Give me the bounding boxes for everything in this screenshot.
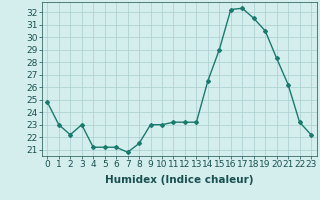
X-axis label: Humidex (Indice chaleur): Humidex (Indice chaleur) bbox=[105, 175, 253, 185]
